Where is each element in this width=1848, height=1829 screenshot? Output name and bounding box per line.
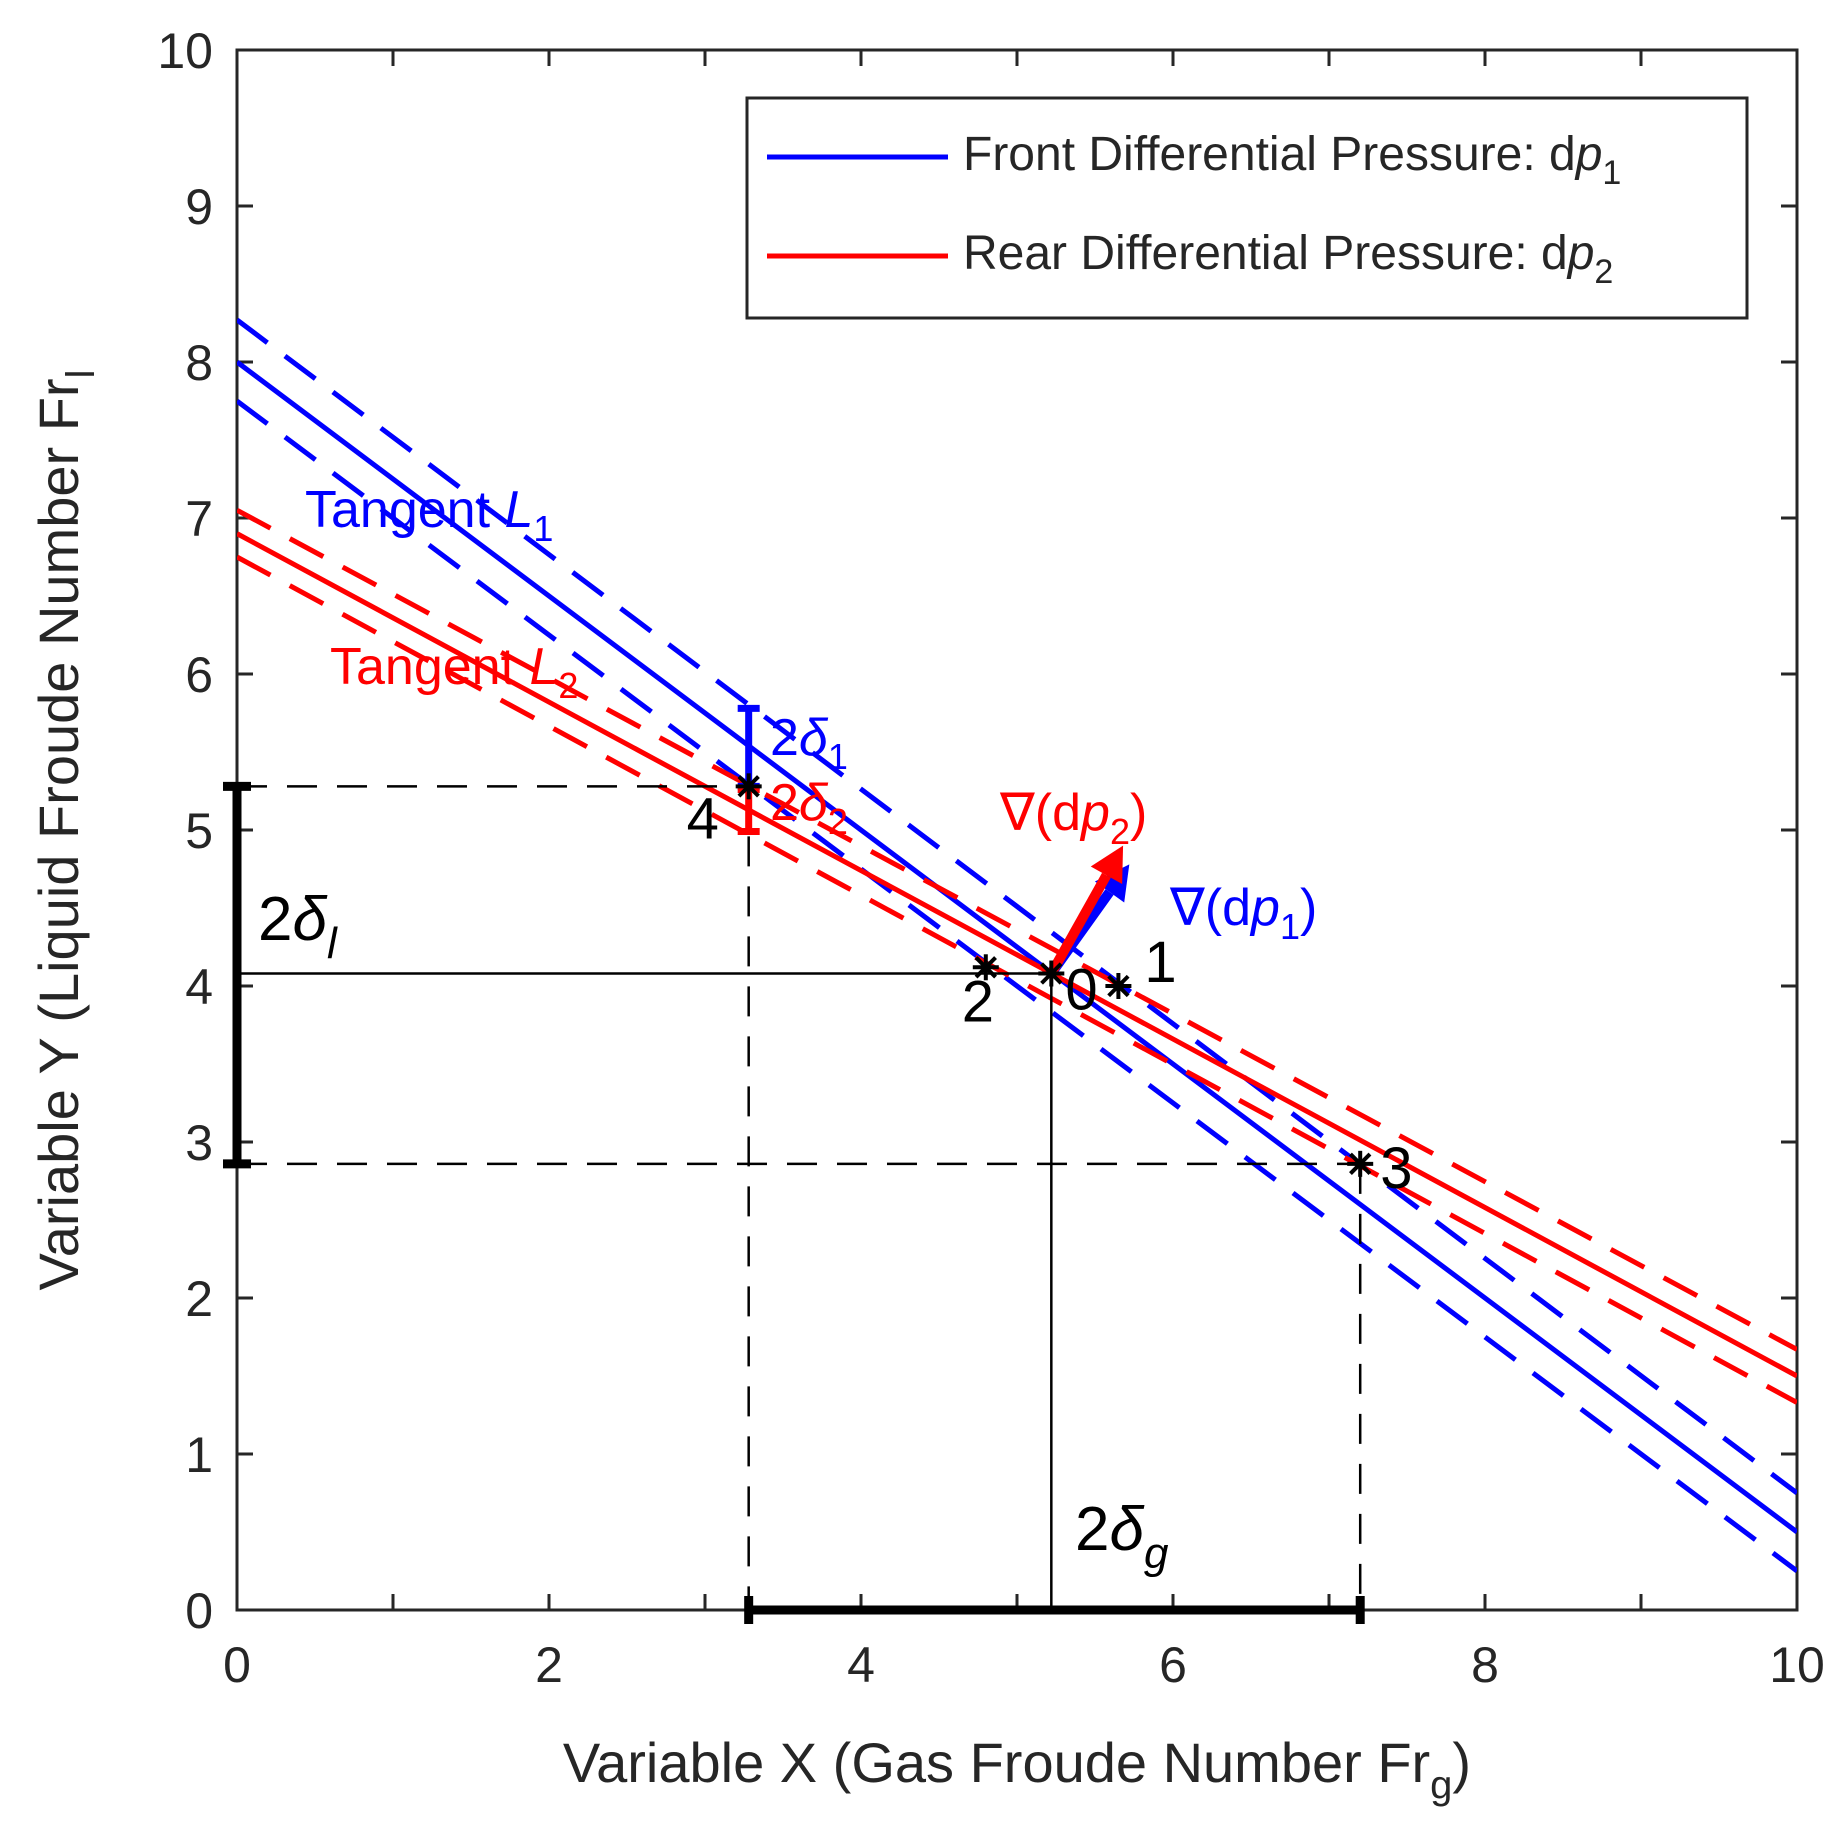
y-tick-label: 8 [185,335,213,391]
x-tick-label: 6 [1159,1637,1187,1693]
y-tick-label: 0 [185,1583,213,1639]
y-tick-label: 1 [185,1427,213,1483]
gradient-arrow-head [1090,845,1124,885]
annotation-tangent-l2: Tangent L2 [330,638,578,706]
point-marker [1038,960,1065,987]
x-tick-label: 4 [847,1637,875,1693]
x-axis-label: Variable X (Gas Froude Number Frg) [563,1731,1471,1807]
point-marker [1105,973,1132,999]
asterisk-stroke [737,775,760,798]
asterisk-stroke [1107,974,1130,998]
y-tick-label: 5 [185,803,213,859]
point-marker [735,773,762,800]
asterisk-stroke [1349,1152,1372,1176]
series-line [237,399,1797,1573]
series-line [237,317,1797,1495]
gradient-arrow-shaft [1046,872,1111,976]
asterisk-stroke [1040,962,1063,985]
series-line [237,507,1797,1352]
x-tick-label: 0 [223,1637,251,1693]
annotation-2delta1: 2δ1 [770,709,848,777]
mark-layer: 0 1 2 3 4 [223,704,1412,1624]
point-label: 0 [1065,958,1097,1023]
legend-label-dp2: Rear Differential Pressure: dp2 [963,227,1613,291]
point-label: 4 [687,786,719,851]
legend-box [745,96,1749,320]
annotation-grad-dp2: ∇(dp2) [999,784,1147,852]
annotation-tangent-l1: Tangent L1 [305,481,553,549]
legend-label-dp1: Front Differential Pressure: dp1 [963,128,1621,192]
y-tick-label: 10 [157,23,213,79]
series-line [237,360,1797,1534]
x-tick-label: 2 [535,1637,563,1693]
y-tick-label: 4 [185,959,213,1015]
point-label: 3 [1380,1136,1412,1201]
y-tick-label: 2 [185,1271,213,1327]
legend: Front Differential Pressure: dp1 Rear Di… [745,96,1749,320]
annotation-2delta-g: 2δg [1075,1495,1169,1578]
reference-lines [237,785,1362,1610]
y-tick-label: 6 [185,647,213,703]
annotation-2delta2: 2δ2 [770,774,848,842]
point-label: 1 [1144,930,1176,995]
annotation-2delta-l: 2δl [258,885,338,968]
y-tick-label: 7 [185,491,213,547]
series-line [237,531,1797,1379]
point-label: 2 [962,969,994,1034]
y-tick-label: 9 [185,179,213,235]
annotation-grad-dp1: ∇(dp1) [1169,879,1317,947]
y-axis-label: Variable Y (Liquid Froude Number Frl [27,370,103,1291]
asterisk-stroke [974,956,997,979]
point-marker [972,954,999,981]
x-tick-label: 10 [1769,1637,1825,1693]
x-tick-label: 8 [1471,1637,1499,1693]
y-tick-label: 3 [185,1115,213,1171]
series-layer [237,317,1797,1573]
point-marker [1347,1150,1374,1177]
